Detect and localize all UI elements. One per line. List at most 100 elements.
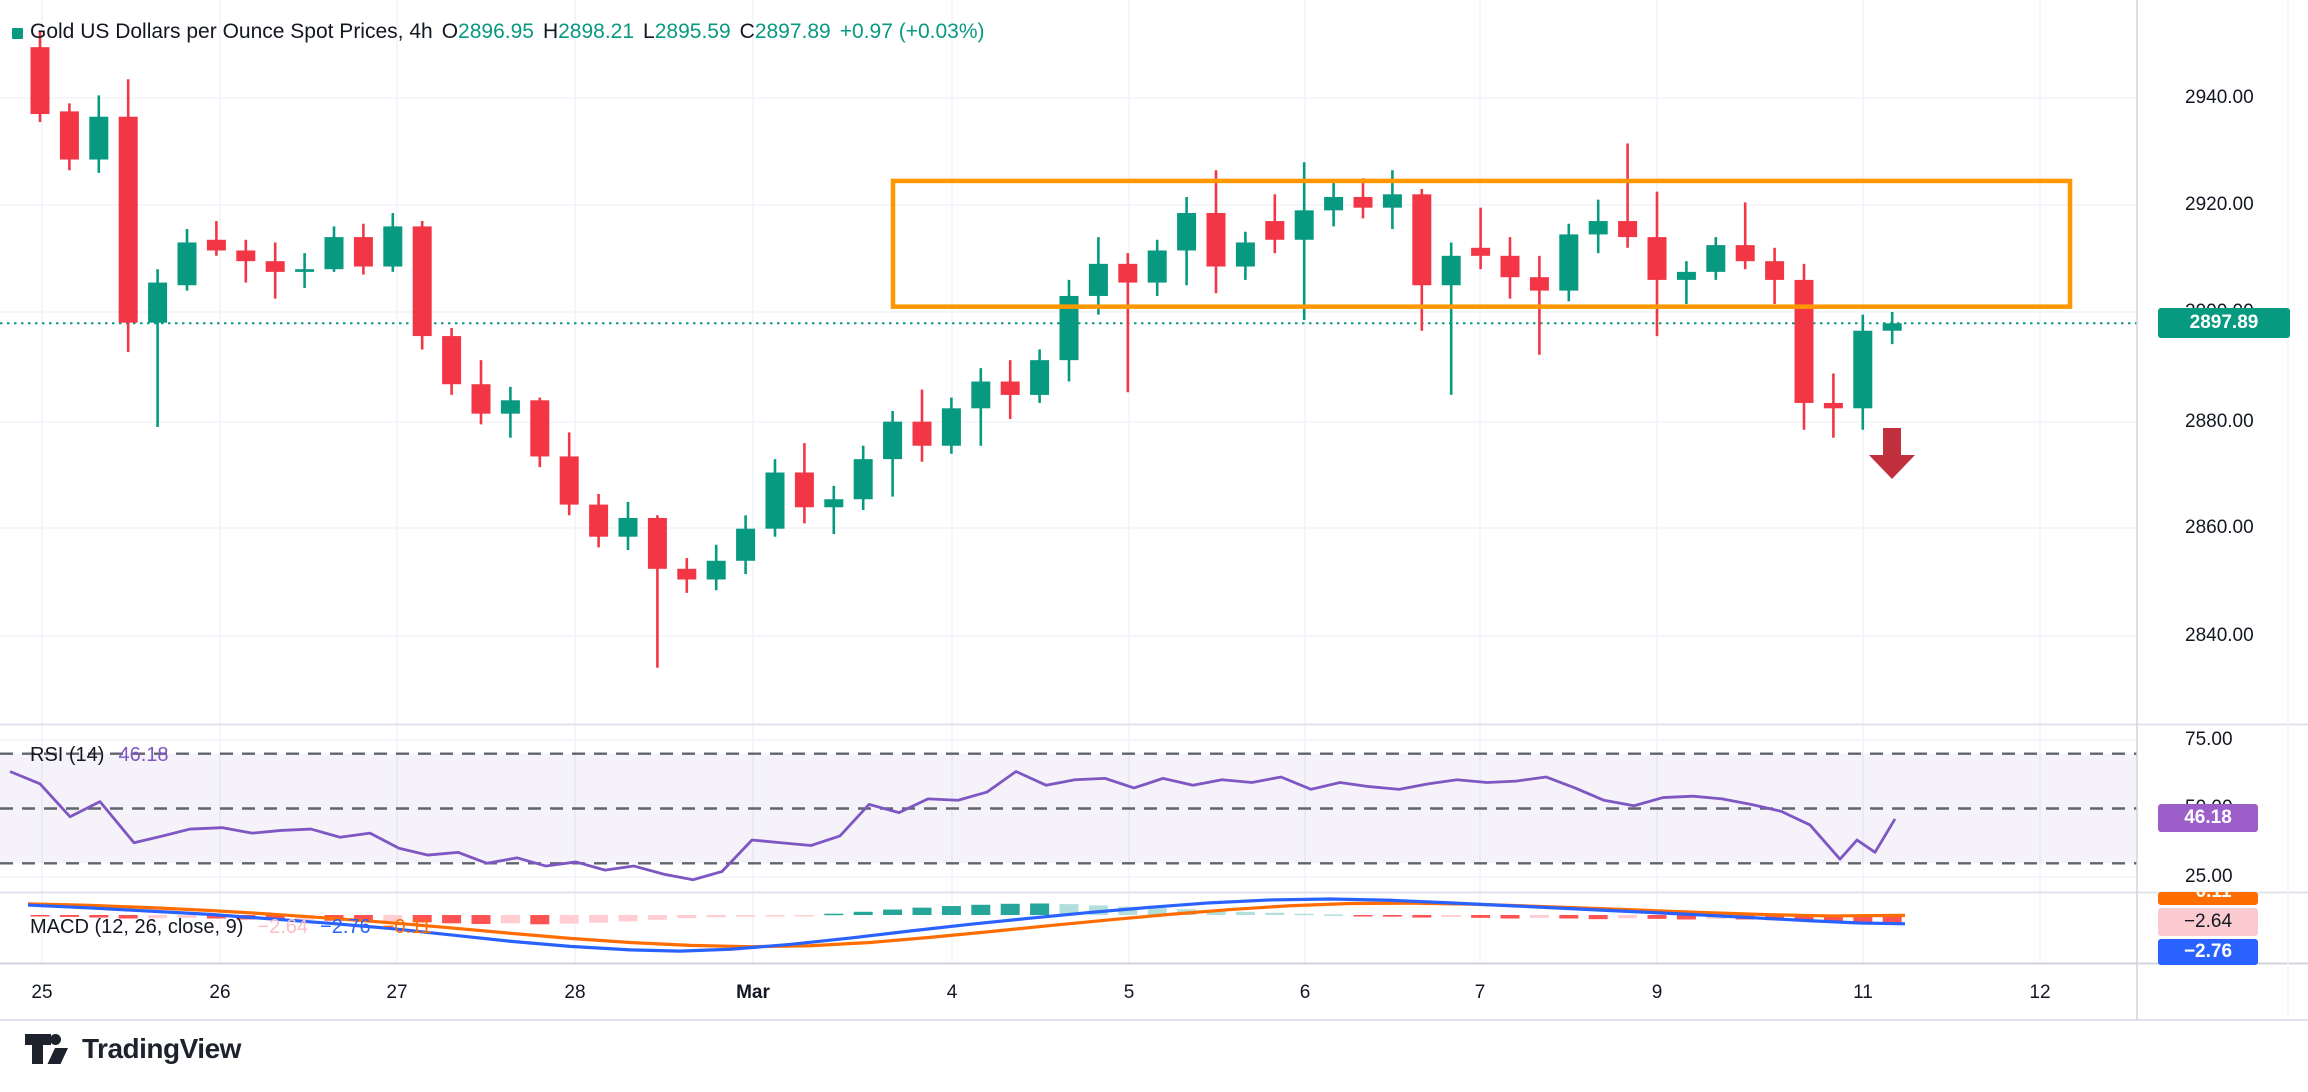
- macd-histogram-bar: [353, 915, 373, 922]
- macd-histogram-bar: [765, 915, 785, 917]
- candle-body: [324, 237, 344, 270]
- candle-body: [1735, 245, 1755, 262]
- macd-histogram-bar: [383, 915, 403, 922]
- candle-body: [1559, 234, 1579, 291]
- candle-body: [1794, 279, 1814, 403]
- candle-body: [1765, 261, 1785, 280]
- time-axis-label: 6: [1299, 982, 1311, 1003]
- candle-body: [1177, 213, 1197, 251]
- macd-histogram-bar: [1412, 915, 1432, 918]
- macd-histogram-bar: [1676, 915, 1696, 920]
- candle-body: [1000, 381, 1020, 395]
- candle-body: [1500, 255, 1520, 278]
- time-axis-label: 28: [564, 982, 586, 1003]
- candle-body: [471, 384, 491, 414]
- macd-histogram-bar: [177, 915, 197, 918]
- candle-body: [118, 116, 138, 323]
- macd-histogram-bar: [1618, 915, 1638, 919]
- macd-histogram-bar: [1030, 903, 1050, 915]
- macd-legend: MACD (12, 26, close, 9) −2.64 −2.76 −0.11: [30, 916, 444, 939]
- macd-histogram-bar: [1382, 915, 1402, 917]
- time-axis-label: 25: [31, 982, 53, 1003]
- candle-body: [236, 250, 256, 262]
- candle-body: [1882, 323, 1902, 331]
- macd-indicator-title[interactable]: MACD (12, 26, close, 9): [30, 916, 244, 938]
- candle-body: [941, 408, 961, 446]
- candle-body: [59, 111, 79, 160]
- price-axis-label: 2920.00: [2185, 194, 2254, 215]
- rsi-value-badge: 46.18: [2158, 804, 2258, 832]
- candle-body: [530, 400, 550, 457]
- candle-body: [1412, 194, 1432, 286]
- candle-body: [1294, 210, 1314, 240]
- candle-body: [971, 381, 991, 409]
- candle-body: [1382, 194, 1402, 208]
- rsi-indicator-title[interactable]: RSI (14): [30, 744, 105, 766]
- price-change: +0.97 (+0.03%): [839, 20, 985, 43]
- arrow-down-annotation[interactable]: [1869, 428, 1915, 479]
- time-axis-label: 11: [1853, 982, 1873, 1003]
- macd-histogram-bar: [647, 915, 667, 920]
- candle-body: [1441, 255, 1461, 286]
- candle-body: [677, 568, 697, 580]
- rectangle-annotation[interactable]: [890, 178, 2073, 309]
- last-price-badge: 2897.89: [2158, 308, 2290, 338]
- ohlc-open: O2896.95: [441, 20, 534, 43]
- macd-histogram-bar: [265, 915, 285, 921]
- macd-line-badge: −2.76: [2158, 939, 2258, 965]
- ohlc-low: L2895.59: [643, 20, 731, 43]
- macd-histogram-bar: [618, 915, 638, 922]
- candle-body: [1529, 277, 1549, 291]
- candle-body: [1471, 247, 1491, 256]
- symbol-title[interactable]: Gold US Dollars per Ounce Spot Prices, 4…: [30, 20, 433, 43]
- macd-histogram-badge: −2.64: [2158, 908, 2258, 936]
- macd-histogram-bar: [89, 915, 109, 918]
- candle-body: [1618, 221, 1638, 238]
- time-axis-label: 12: [2029, 982, 2051, 1003]
- macd-signal-badge: −0.11: [2158, 892, 2258, 905]
- candle-body: [89, 116, 109, 160]
- candle-body: [589, 504, 609, 537]
- macd-histogram-bar: [736, 915, 756, 917]
- macd-histogram-bar: [500, 915, 520, 924]
- candle-body: [442, 336, 462, 385]
- macd-histogram-bar: [971, 904, 991, 915]
- macd-histogram-bar: [1588, 915, 1608, 920]
- macd-histogram-bar: [559, 915, 579, 924]
- macd-histogram-bar: [118, 915, 138, 919]
- candle-body: [1588, 221, 1608, 235]
- macd-histogram-bar: [442, 915, 462, 924]
- tradingview-logo-text: TradingView: [82, 1033, 241, 1064]
- candle-body: [177, 242, 197, 286]
- price-axis-label: 2880.00: [2185, 411, 2254, 432]
- macd-legend-value: −2.76: [320, 916, 371, 938]
- macd-histogram-bar: [794, 915, 814, 917]
- macd-legend-values: −2.64 −2.76 −0.11: [257, 916, 443, 939]
- tradingview-logo-icon: [25, 1034, 68, 1064]
- candle-body: [1324, 196, 1344, 211]
- macd-histogram-bar: [1147, 907, 1167, 915]
- tradingview-logo[interactable]: TradingView: [24, 1032, 241, 1066]
- macd-histogram-bar: [1294, 913, 1314, 916]
- candle-body: [1265, 221, 1285, 240]
- macd-histogram-bar: [530, 915, 550, 925]
- macd-histogram-bar: [1324, 914, 1344, 916]
- macd-histogram-bar: [1441, 915, 1461, 917]
- candle-body: [1853, 330, 1873, 409]
- time-axis-label: 7: [1474, 982, 1486, 1003]
- candle-body: [853, 459, 873, 500]
- macd-histogram-bar: [59, 915, 79, 917]
- candle-body: [559, 456, 579, 505]
- macd-histogram-bar: [883, 909, 903, 915]
- candle-body: [883, 421, 903, 460]
- rsi-value: 46.18: [118, 744, 169, 766]
- macd-histogram-bar: [1794, 915, 1814, 922]
- candle-body: [1647, 237, 1667, 280]
- macd-histogram-bar: [1529, 915, 1549, 918]
- rsi-axis-label: 75.00: [2185, 729, 2233, 750]
- candle-body: [1147, 250, 1167, 283]
- macd-histogram-bar: [824, 913, 844, 916]
- macd-histogram-bar: [677, 915, 697, 919]
